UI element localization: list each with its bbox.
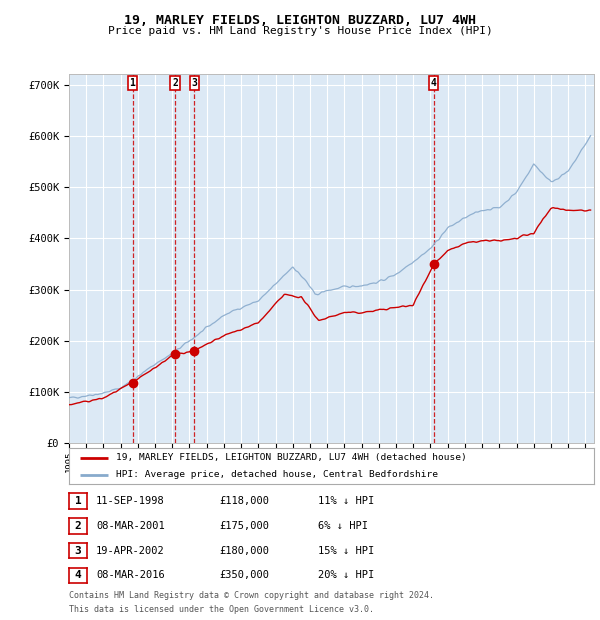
Text: 4: 4 <box>74 570 82 580</box>
Text: £350,000: £350,000 <box>219 570 269 580</box>
Text: 20% ↓ HPI: 20% ↓ HPI <box>318 570 374 580</box>
Text: 11-SEP-1998: 11-SEP-1998 <box>96 496 165 506</box>
Text: 1: 1 <box>130 78 136 88</box>
Text: £180,000: £180,000 <box>219 546 269 556</box>
Text: 2: 2 <box>74 521 82 531</box>
Text: 2: 2 <box>172 78 178 88</box>
Text: £175,000: £175,000 <box>219 521 269 531</box>
Text: 1: 1 <box>74 496 82 506</box>
Text: 3: 3 <box>191 78 197 88</box>
Text: 19-APR-2002: 19-APR-2002 <box>96 546 165 556</box>
Text: 3: 3 <box>74 546 82 556</box>
Text: This data is licensed under the Open Government Licence v3.0.: This data is licensed under the Open Gov… <box>69 604 374 614</box>
Text: 08-MAR-2016: 08-MAR-2016 <box>96 570 165 580</box>
Text: 19, MARLEY FIELDS, LEIGHTON BUZZARD, LU7 4WH (detached house): 19, MARLEY FIELDS, LEIGHTON BUZZARD, LU7… <box>116 453 467 462</box>
Text: 19, MARLEY FIELDS, LEIGHTON BUZZARD, LU7 4WH: 19, MARLEY FIELDS, LEIGHTON BUZZARD, LU7… <box>124 14 476 27</box>
Text: 11% ↓ HPI: 11% ↓ HPI <box>318 496 374 506</box>
Text: 08-MAR-2001: 08-MAR-2001 <box>96 521 165 531</box>
Text: Price paid vs. HM Land Registry's House Price Index (HPI): Price paid vs. HM Land Registry's House … <box>107 26 493 36</box>
Text: HPI: Average price, detached house, Central Bedfordshire: HPI: Average price, detached house, Cent… <box>116 470 438 479</box>
Text: 6% ↓ HPI: 6% ↓ HPI <box>318 521 368 531</box>
Text: £118,000: £118,000 <box>219 496 269 506</box>
Text: Contains HM Land Registry data © Crown copyright and database right 2024.: Contains HM Land Registry data © Crown c… <box>69 591 434 600</box>
Text: 4: 4 <box>431 78 437 88</box>
Text: 15% ↓ HPI: 15% ↓ HPI <box>318 546 374 556</box>
